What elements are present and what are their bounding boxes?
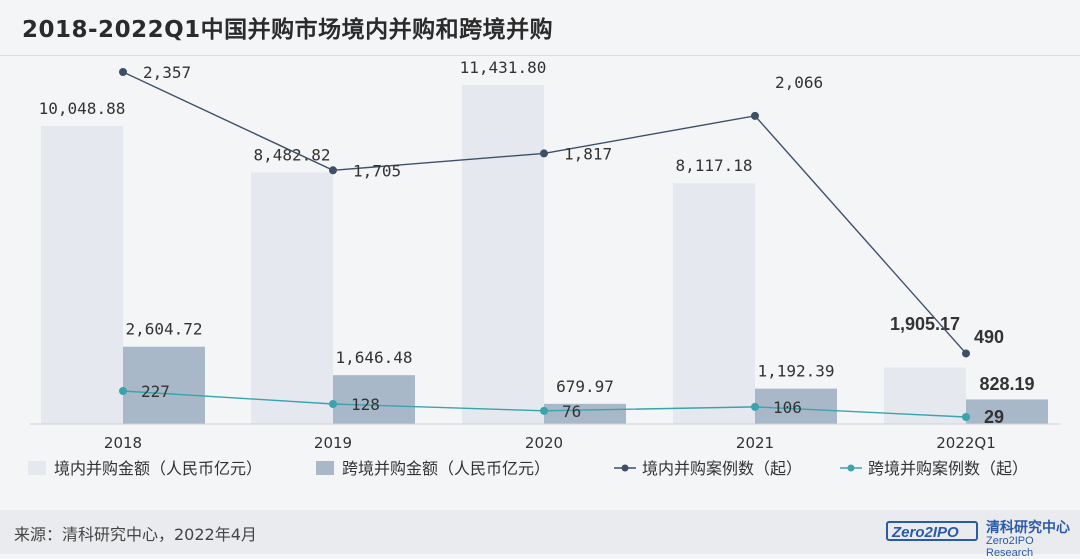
cross-count-point	[329, 399, 337, 408]
cross-count-point	[540, 406, 548, 415]
zero2ipo-logo: Zero2IPO 清科研究中心 Zero2IPO Research	[880, 516, 1076, 559]
x-tick-label: 2019	[314, 434, 352, 452]
title-divider	[0, 55, 1080, 56]
cross-count-label: 128	[351, 395, 380, 414]
legend-swatch	[28, 461, 46, 475]
cross-border-amount-bar	[755, 388, 837, 424]
domestic-amount-label: 8,117.18	[675, 156, 752, 175]
cross-border-amount-bar	[333, 375, 415, 424]
domestic-count-point	[962, 349, 970, 358]
cross-count-label: 29	[984, 407, 1004, 427]
cross-count-label: 106	[773, 398, 802, 417]
cross-border-amount-label: 1,646.48	[335, 348, 412, 367]
logo-wordmark: Zero2IPO	[886, 521, 978, 541]
domestic-amount-label: 8,482.82	[253, 145, 330, 164]
cross-count-point	[119, 387, 127, 395]
domestic-count-point	[751, 111, 759, 120]
legend-label: 跨境并购金额（人民币亿元）	[342, 459, 550, 478]
cross-border-amount-bar	[544, 403, 626, 424]
cross-count-label: 76	[562, 402, 581, 421]
legend-marker	[621, 464, 629, 472]
domestic-count-label: 1,817	[564, 144, 612, 163]
chart-title: 2018-2022Q1中国并购市场境内并购和跨境并购	[22, 17, 554, 43]
domestic-amount-bar	[673, 183, 755, 424]
x-tick-label: 2021	[736, 434, 774, 452]
domestic-count-line	[122, 71, 967, 354]
cross-border-amount-label: 1,192.39	[757, 362, 834, 381]
cross-border-amount-bar	[123, 346, 205, 424]
logo-name-cn: 清科研究中心	[986, 520, 1070, 536]
x-tick-label: 2020	[525, 434, 563, 452]
source-note: 来源：清科研究中心，2022年4月	[14, 525, 257, 544]
legend-label: 跨境并购案例数（起）	[868, 459, 1028, 478]
legend-label: 境内并购案例数（起）	[642, 459, 802, 478]
cross-border-amount-label: 828.19	[979, 374, 1034, 394]
x-tick-label: 2018	[104, 434, 142, 452]
domestic-amount-bar	[462, 84, 544, 425]
domestic-count-point	[329, 166, 337, 175]
x-tick-label: 2022Q1	[936, 434, 996, 452]
domestic-amount-label: 10,048.88	[39, 99, 126, 118]
cross-border-amount-bar	[966, 399, 1048, 424]
domestic-amount-bar	[251, 172, 333, 424]
cross-count-point	[751, 402, 759, 411]
cross-border-amount-label: 679.97	[556, 377, 614, 396]
chart-area: 10,048.88 2,604.72 2018 8,482.82 1,646.48 201…	[28, 58, 1060, 478]
legend-marker	[847, 464, 855, 472]
footer-bar	[0, 510, 1080, 554]
domestic-count-label: 490	[974, 327, 1004, 347]
legend-swatch	[316, 461, 334, 475]
domestic-count-label: 2,066	[775, 73, 823, 92]
legend-label: 境内并购金额（人民币亿元）	[54, 459, 262, 478]
cross-border-amount-label: 2,604.72	[125, 320, 202, 339]
domestic-amount-label: 1,905.17	[890, 314, 960, 334]
logo-name-en: Zero2IPO Research	[986, 535, 1034, 559]
cross-count-point	[962, 412, 970, 421]
domestic-count-label: 2,357	[143, 63, 191, 82]
domestic-amount-label: 11,431.80	[460, 58, 547, 77]
domestic-amount-bar	[41, 125, 123, 424]
domestic-count-point	[119, 68, 127, 76]
cross-count-label: 227	[141, 382, 170, 401]
domestic-count-label: 1,705	[353, 161, 401, 180]
domestic-count-point	[540, 149, 548, 158]
